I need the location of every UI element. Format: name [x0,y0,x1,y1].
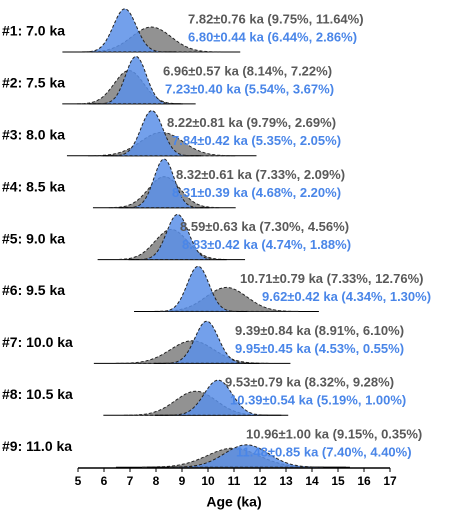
x-tick-label: 9 [179,474,186,488]
density-blue [99,55,173,105]
panel-label: #4: 8.5 ka [2,178,65,194]
x-tick-label: 8 [153,474,160,488]
gray-estimate: 6.96±0.57 ka (8.14%, 7.22%) [163,63,332,78]
blue-estimate: 10.39±0.54 ka (5.19%, 1.00%) [230,393,406,408]
panel-label: #7: 10.0 ka [2,334,73,350]
density-gray [154,286,299,312]
gray-estimate: 8.32±0.61 ka (7.33%, 2.09%) [176,167,345,182]
density-blue [113,110,191,157]
x-axis-label: Age (ka) [206,494,261,510]
x-tick-label: 10 [201,474,215,488]
gray-estimate: 7.82±0.76 ka (9.75%, 11.64%) [188,11,364,26]
gray-estimate: 8.59±0.63 ka (7.30%, 4.56%) [180,219,349,234]
blue-estimate: 6.80±0.44 ka (6.44%, 2.86%) [188,29,357,44]
x-tick-label: 14 [305,474,319,488]
blue-estimate: 9.95±0.45 ka (4.53%, 0.55%) [235,341,404,356]
x-tick-label: 15 [331,474,345,488]
gray-estimate: 10.96±1.00 ka (9.15%, 0.35%) [246,427,422,442]
density-blue [159,265,237,312]
density-gray [123,390,268,416]
x-tick-label: 16 [357,474,371,488]
density-blue [84,8,165,53]
density-blue [169,444,324,468]
blue-estimate: 7.23±0.40 ka (5.54%, 3.67%) [165,81,334,96]
density-blue [169,379,268,416]
density-blue [165,320,248,364]
x-tick-label: 5 [75,474,82,488]
gray-estimate: 9.53±0.79 ka (8.32%, 9.28%) [225,375,394,390]
blue-estimate: 8.31±0.39 ka (4.68%, 2.20%) [172,185,341,200]
x-tick-label: 6 [101,474,108,488]
panel-label: #3: 8.0 ka [2,127,65,143]
x-tick-label: 17 [383,474,397,488]
panel-label: #1: 7.0 ka [2,23,65,39]
x-tick-label: 11 [228,474,241,488]
gray-estimate: 10.71±0.79 ka (7.33%, 12.76%) [240,271,424,286]
x-tick-label: 7 [127,474,134,488]
panel-label: #5: 9.0 ka [2,230,65,246]
blue-estimate: 11.48±0.85 ka (7.40%, 4.40%) [236,445,412,460]
panel-label: #9: 11.0 ka [2,438,72,454]
panel-label: #2: 7.5 ka [2,75,65,91]
gray-estimate: 9.39±0.84 ka (8.91%, 6.10%) [235,323,404,338]
blue-estimate: 7.84±0.42 ka (5.35%, 2.05%) [172,133,341,148]
x-tick-label: 12 [253,474,267,488]
panel-label: #6: 9.5 ka [2,282,65,298]
x-tick-label: 13 [279,474,293,488]
blue-estimate: 9.62±0.42 ka (4.34%, 1.30%) [262,289,431,304]
blue-estimate: 8.83±0.42 ka (4.74%, 1.88%) [182,237,351,252]
density-gray [82,26,221,53]
density-blue [139,213,216,260]
density-blue [128,158,200,209]
panel-label: #8: 10.5 ka [2,386,73,402]
gray-estimate: 8.22±0.81 ka (9.79%, 2.69%) [167,115,336,130]
